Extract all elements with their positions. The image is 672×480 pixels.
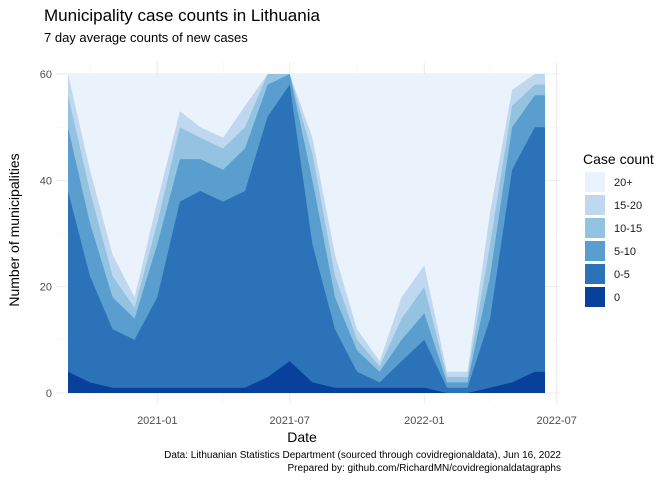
legend-swatch-20+ — [585, 172, 605, 192]
x-tick-label: 2021-07 — [269, 415, 309, 427]
legend-label: 0 — [614, 292, 620, 304]
y-tick-label: 60 — [40, 69, 52, 81]
legend-swatch-15-20 — [585, 195, 605, 215]
legend-label: 10-15 — [614, 223, 642, 235]
y-tick-label: 0 — [46, 388, 52, 400]
legend-label: 15-20 — [614, 200, 642, 212]
legend-label: 5-10 — [614, 246, 636, 258]
y-tick-label: 40 — [40, 175, 52, 187]
y-axis-ticks: 0 20 40 60 — [40, 69, 52, 400]
x-tick-label: 2022-01 — [404, 415, 444, 427]
legend-label: 20+ — [614, 177, 633, 189]
x-axis-ticks: 2021-01 2021-07 2022-01 2022-07 — [137, 415, 577, 427]
y-axis-label: Number of municipalities — [6, 153, 22, 306]
chart-title: Municipality case counts in Lithuania — [44, 6, 320, 25]
legend-title: Case count — [583, 151, 654, 167]
legend: 20+ 15-20 10-15 5-10 0-5 0 — [585, 172, 642, 307]
y-tick-label: 20 — [40, 282, 52, 294]
area-band-0-5 — [68, 84, 545, 393]
area-band-0 — [68, 361, 545, 393]
x-tick-label: 2022-07 — [537, 415, 577, 427]
plot-area — [68, 74, 545, 393]
legend-swatch-5-10 — [585, 241, 605, 261]
legend-swatch-0 — [585, 287, 605, 307]
legend-swatch-0-5 — [585, 264, 605, 284]
caption-prepared-by: Prepared by: github.com/RichardMN/covidr… — [288, 463, 561, 474]
caption-source: Data: Lithuanian Statistics Department (… — [164, 450, 561, 461]
x-axis-label: Date — [287, 429, 317, 445]
legend-label: 0-5 — [614, 269, 630, 281]
chart-subtitle: 7 day average counts of new cases — [44, 30, 248, 45]
legend-swatch-10-15 — [585, 218, 605, 238]
x-tick-label: 2021-01 — [137, 415, 177, 427]
